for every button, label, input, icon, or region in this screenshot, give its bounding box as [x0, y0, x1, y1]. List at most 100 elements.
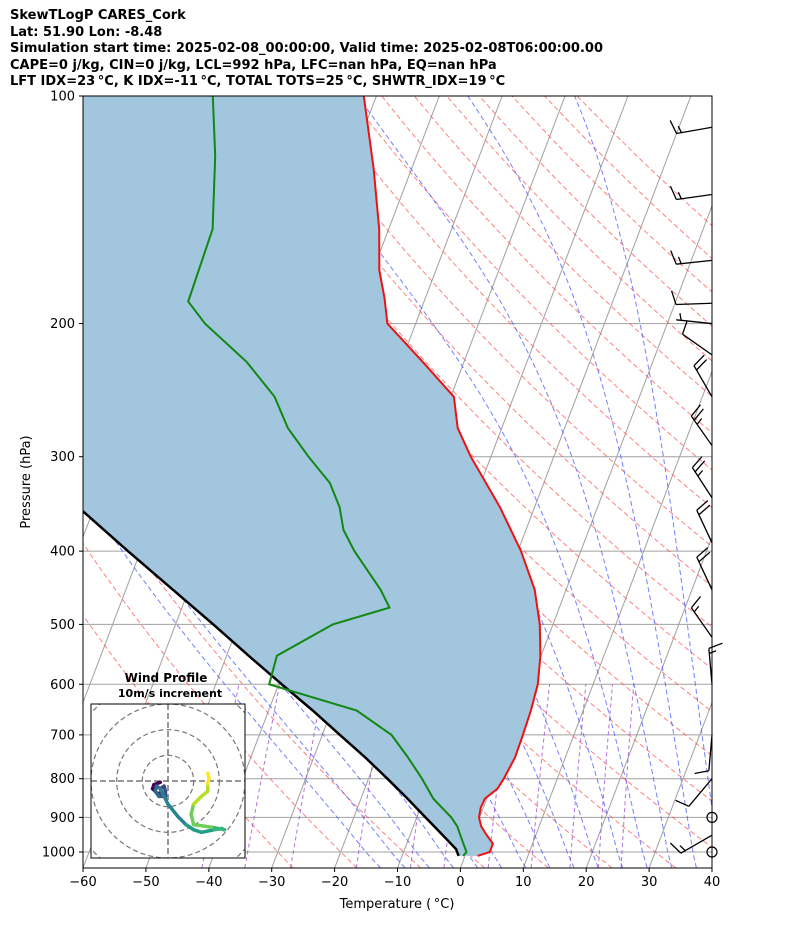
wind-barb: [694, 734, 713, 775]
y-tick-label: 1000: [42, 845, 75, 860]
dry-adiabat: [348, 96, 712, 471]
hodograph-plot: [91, 704, 245, 858]
barb-half: [677, 191, 682, 200]
barb-shaft: [708, 648, 713, 685]
station-location: Lat: 51.90 Lon: -8.48: [10, 24, 163, 40]
barb-shaft: [682, 333, 713, 356]
convective-parameters: CAPE=0 j/kg, CIN=0 j/kg, LCL=992 hPa, LF…: [10, 57, 497, 73]
wind-barb: [670, 250, 713, 265]
barb-shaft: [688, 778, 713, 807]
chart-header: SkewTLogP CARES_Cork Lat: 51.90 Lon: -8.…: [10, 8, 603, 91]
temperature-line: [362, 96, 542, 857]
barb-full: [693, 354, 705, 367]
calm-wind-circle: [706, 846, 718, 858]
barb-full: [696, 547, 709, 558]
dry-adiabat: [83, 146, 712, 849]
barb-full: [698, 504, 711, 516]
barb-half: [709, 650, 717, 654]
x-tick-label: 10: [515, 875, 532, 890]
profile-lines: [83, 96, 542, 857]
moist-adiabat: [83, 456, 406, 868]
dry-adiabat: [511, 96, 712, 293]
wind-barb: [669, 120, 713, 135]
barb-full: [675, 799, 690, 807]
wind-barb: [708, 642, 723, 685]
barb-full: [696, 359, 708, 371]
x-tick-label: 0: [456, 875, 464, 890]
dry-adiabat: [316, 96, 712, 509]
barb-full: [670, 290, 677, 305]
barb-shaft: [696, 556, 713, 591]
x-tick-label: −50: [132, 875, 159, 890]
hodograph-frame: [90, 703, 246, 859]
barb-shaft: [693, 365, 713, 398]
barb-shaft: [696, 509, 713, 544]
barb-full: [670, 250, 677, 265]
barb-half: [693, 605, 700, 613]
isotherm-line: [522, 370, 712, 868]
barb-full: [694, 460, 706, 473]
moist-adiabat: [266, 96, 648, 868]
hodograph-segment: [176, 815, 188, 827]
cin-shading: [83, 96, 541, 856]
mixing-ratio-line: [569, 684, 587, 868]
barb-shaft: [675, 302, 713, 306]
y-axis-label: Pressure (hPa): [19, 435, 34, 528]
barb-full: [681, 320, 688, 335]
hodograph-segment: [158, 786, 170, 806]
barb-shaft: [680, 834, 713, 854]
mixing-ratio-line: [620, 684, 635, 868]
barb-half: [697, 470, 704, 477]
dry-adiabat: [381, 96, 712, 434]
dry-adiabat: [576, 96, 712, 227]
barb-full: [693, 408, 704, 421]
wind-barb: [706, 846, 718, 858]
y-tick-label: 400: [50, 545, 75, 560]
wind-barb: [676, 313, 713, 325]
y-tick-label: 200: [50, 317, 75, 332]
y-tick-label: 600: [50, 678, 75, 693]
barb-full: [690, 596, 702, 609]
wind-barb: [675, 778, 713, 807]
barb-full: [691, 456, 703, 469]
mixing-ratio-line: [355, 684, 386, 868]
barb-full: [696, 500, 709, 511]
wind-barb: [690, 404, 713, 446]
x-tick-label: −40: [195, 875, 222, 890]
wind-barb: [681, 320, 713, 356]
dry-adiabat: [479, 96, 712, 327]
dewpoint-line: [187, 96, 468, 857]
wind-barb: [690, 596, 713, 638]
barb-shaft: [676, 259, 713, 265]
dry-adiabat: [544, 96, 712, 260]
chart-title: SkewTLogP CARES_Cork: [10, 8, 186, 23]
barb-shaft: [676, 126, 713, 135]
wind-barb: [669, 185, 713, 201]
x-tick-label: 30: [641, 875, 658, 890]
x-tick-label: −60: [69, 875, 96, 890]
hodograph-segment: [189, 802, 196, 817]
barb-shaft: [676, 319, 713, 325]
mixing-ratio-line: [597, 684, 613, 868]
isotherm-line: [711, 866, 712, 868]
x-tick-label: −10: [384, 875, 411, 890]
barb-half: [679, 313, 682, 321]
moist-adiabat: [83, 492, 381, 868]
wind-barbs: [669, 120, 723, 858]
hodograph-segment: [191, 794, 204, 806]
x-tick-label: −20: [321, 875, 348, 890]
barb-shaft: [676, 193, 713, 201]
barb-shaft: [691, 467, 713, 499]
hodograph-segment: [209, 825, 227, 832]
moist-adiabat: [574, 96, 712, 812]
cape-cin-shading: [83, 96, 541, 856]
barb-shaft: [690, 415, 713, 446]
barb-full: [698, 551, 711, 563]
barb-full: [669, 120, 678, 134]
barb-full: [669, 185, 677, 200]
hodograph-subtitle: 10m/s increment: [118, 687, 222, 700]
wind-barb: [669, 834, 713, 854]
barb-full: [669, 842, 682, 854]
simulation-times: Simulation start time: 2025-02-08_00:00:…: [10, 41, 603, 56]
